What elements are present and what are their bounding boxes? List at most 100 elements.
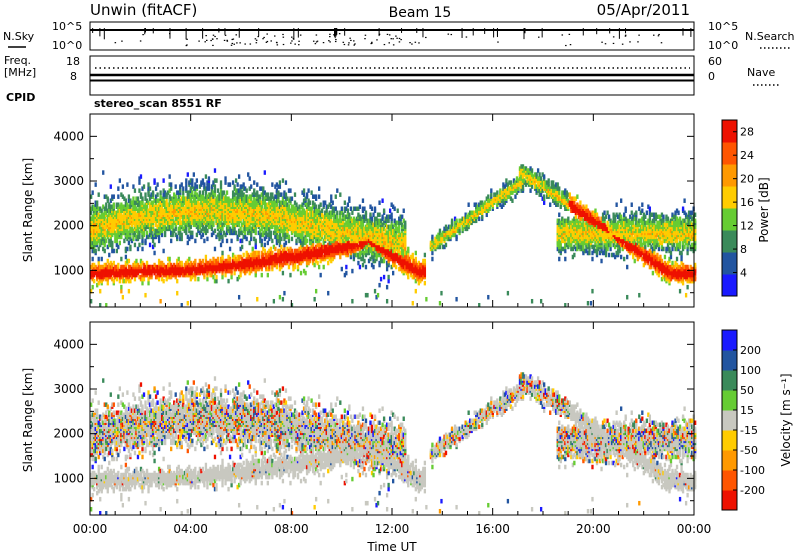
power-cell: [227, 254, 230, 260]
noise-dot: [211, 38, 214, 40]
power-cell: [239, 206, 242, 211]
power-cell: [203, 196, 206, 201]
power-cell: [396, 208, 399, 214]
power-cell: [129, 226, 132, 232]
power-cell: [209, 202, 212, 207]
power-cell: [162, 248, 165, 254]
power-cell: [250, 236, 253, 242]
power-cell: [170, 204, 173, 209]
power-cell: [123, 226, 126, 232]
power-cell: [180, 260, 183, 266]
power-cell: [206, 236, 209, 242]
power-cell: [156, 264, 159, 270]
power-cell: [99, 274, 102, 280]
noise-sky-label: N.Sky: [3, 30, 35, 43]
power-cell: [236, 264, 239, 270]
power-cell: [225, 202, 229, 207]
power-cell: [145, 230, 149, 236]
power-cell: [154, 198, 158, 203]
power-cell: [237, 192, 241, 197]
noise-dot: [396, 37, 398, 39]
power-cell: [194, 214, 197, 220]
power-cell: [114, 230, 117, 236]
noise-dot: [224, 34, 227, 36]
noise-dot: [333, 34, 335, 36]
power-cell: [188, 262, 191, 268]
power-cell: [225, 190, 229, 195]
power-cell: [148, 202, 152, 207]
power-cell: [173, 192, 176, 197]
power-cell: [148, 232, 152, 238]
noise-dot: [266, 33, 268, 35]
power-cell: [127, 230, 131, 236]
noise-dot: [329, 41, 331, 43]
power-cell: [109, 204, 112, 209]
noise-dot: [624, 35, 627, 37]
power-cell: [327, 260, 330, 266]
power-cell: [127, 264, 131, 270]
power-cell: [241, 230, 244, 236]
noise-dot: [226, 39, 228, 41]
power-cell: [379, 276, 383, 282]
power-cell: [197, 276, 200, 282]
power-cell: [97, 264, 100, 270]
power-cell: [182, 266, 185, 272]
power-cell: [272, 298, 276, 304]
power-cell: [90, 194, 93, 199]
power-cell: [114, 210, 117, 216]
power-cell: [100, 212, 103, 218]
power-cell: [215, 218, 218, 224]
power-cell: [129, 272, 132, 278]
power-cell: [233, 212, 236, 218]
power-cell: [144, 238, 147, 244]
noise-dot: [383, 43, 386, 46]
noise-dot: [299, 34, 302, 36]
power-cell: [127, 278, 131, 284]
power-cell: [163, 270, 167, 276]
power-cell: [364, 210, 368, 216]
power-cell: [109, 264, 112, 270]
power-cell: [334, 206, 337, 211]
power-cell: [168, 188, 171, 193]
freq-panel-frame: [89, 55, 695, 81]
power-cell: [160, 206, 164, 211]
power-cell: [219, 188, 223, 193]
freq-tick-top: 18: [66, 55, 80, 68]
power-cell: [105, 276, 108, 282]
power-cell: [109, 260, 112, 266]
power-cell: [120, 206, 123, 211]
noise-dot: [400, 38, 402, 41]
power-cell: [219, 234, 223, 240]
power-cell: [203, 226, 206, 232]
power-cell: [242, 258, 245, 264]
power-cell: [227, 196, 230, 201]
power-cell: [239, 246, 242, 252]
power-cell: [162, 178, 165, 183]
noise-dot: [186, 38, 188, 40]
power-cell: [191, 234, 194, 240]
power-cell: [135, 228, 138, 234]
power-cell: [93, 204, 96, 209]
power-cell: [404, 220, 407, 226]
power-cell: [224, 262, 227, 268]
noise-dot: [205, 34, 207, 37]
power-cell: [236, 188, 239, 193]
power-cell: [233, 266, 236, 272]
power-cell: [105, 262, 108, 268]
power-cell: [209, 262, 212, 268]
power-cell: [186, 258, 189, 264]
power-cell: [189, 234, 192, 240]
power-cell: [203, 182, 206, 187]
power-cell: [115, 214, 118, 220]
power-cell: [206, 184, 209, 189]
power-cell: [224, 258, 227, 264]
power-cell: [319, 202, 322, 207]
power-cell: [117, 214, 120, 220]
power-cell: [126, 258, 129, 264]
power-cell: [132, 196, 135, 201]
power-cell: [141, 230, 144, 236]
power-cell: [278, 294, 282, 300]
power-cell: [168, 220, 171, 226]
power-cell: [221, 222, 224, 228]
noise-dot: [658, 33, 660, 36]
